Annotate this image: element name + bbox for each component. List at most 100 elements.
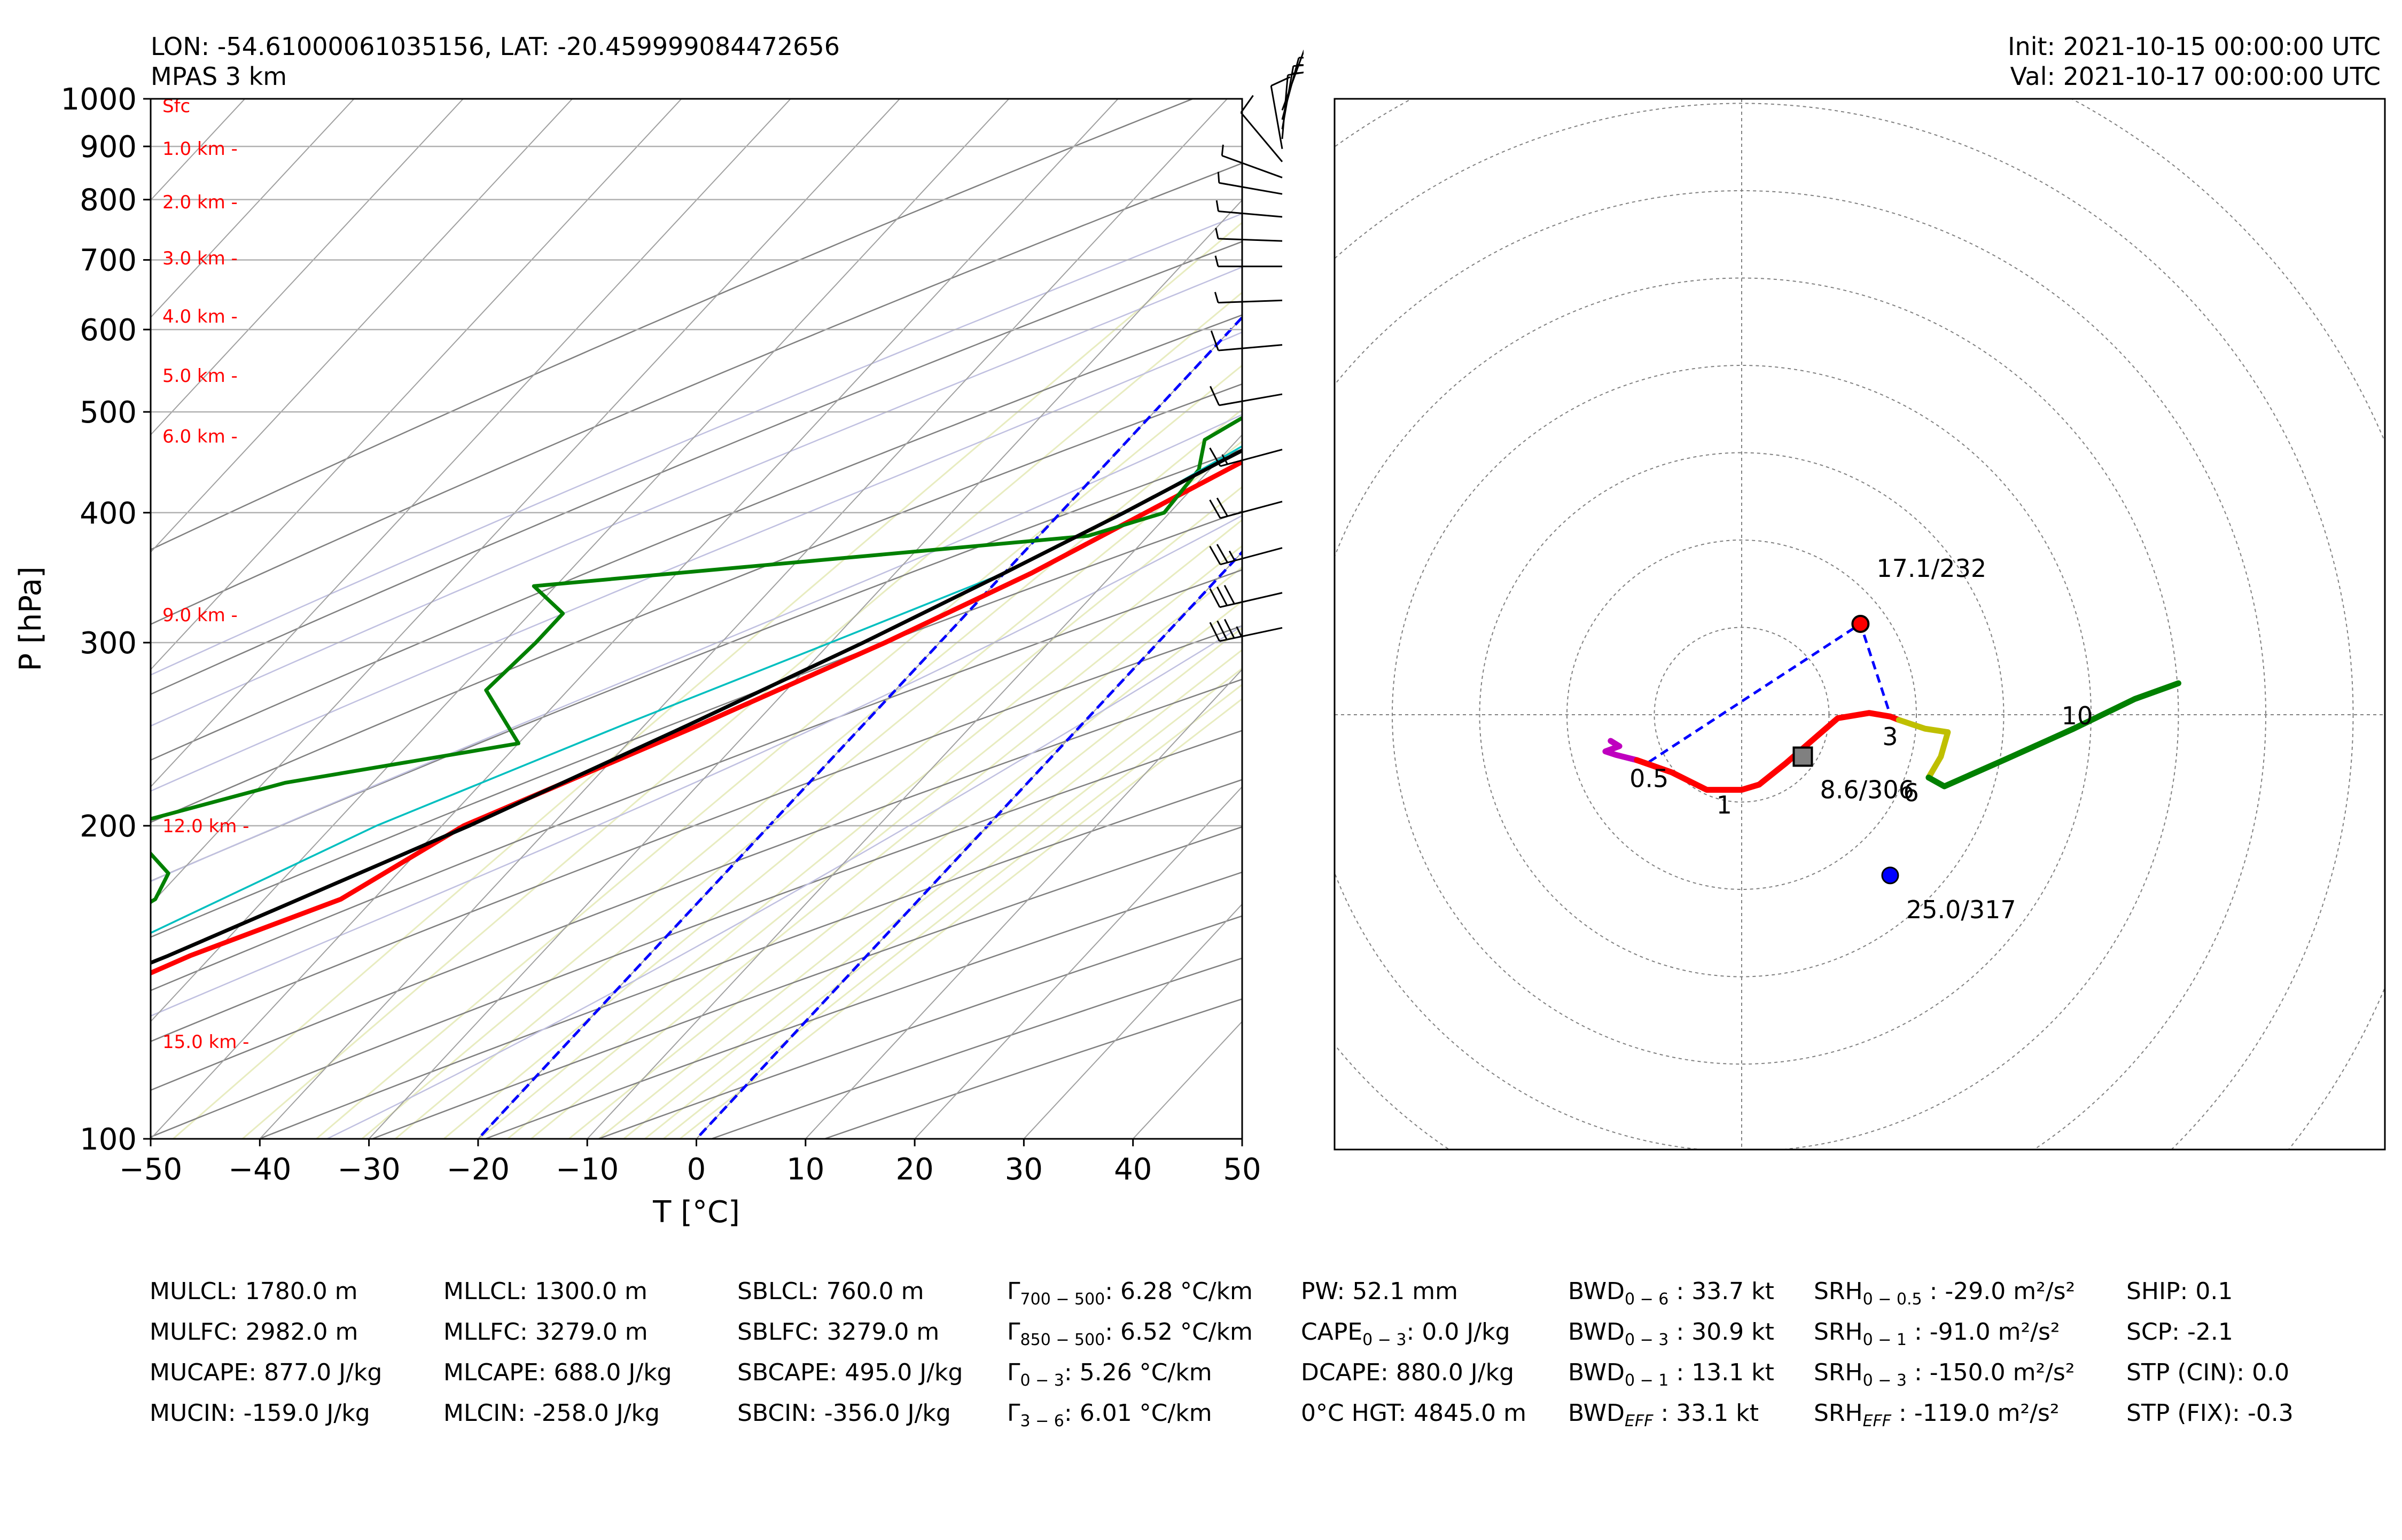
mixing-ratio-line: [361, 408, 1242, 1139]
mixing-ratio-line: [171, 221, 1242, 1139]
isotherm-line: [1241, 1138, 1242, 1139]
wind-barb-flag: [1216, 497, 1228, 517]
wind-barb-flag: [1240, 95, 1254, 113]
wind-barb-half-flag: [1228, 550, 1236, 561]
index-value: SRHEFF : -119.0 m²/s²: [1814, 1393, 2075, 1434]
x-tick-label: −40: [228, 1152, 291, 1187]
index-number: : -91.0 m²/s²: [1906, 1318, 2060, 1346]
wind-barb: [1270, 76, 1291, 150]
index-symbol: PW: [1301, 1278, 1337, 1305]
index-subscript: EFF: [1862, 1411, 1892, 1430]
x-tick-label: 20: [895, 1152, 933, 1187]
wind-barb-staff: [1220, 501, 1283, 519]
index-symbol: Γ: [1007, 1318, 1020, 1346]
mean-wind-marker: [1792, 746, 1813, 767]
wind-barb-staff: [1270, 85, 1283, 150]
dry-adiabat-line: [370, 826, 1242, 1139]
dry-adiabat-line: [151, 240, 1242, 695]
index-value: MLCAPE: 688.0 J/kg: [443, 1359, 672, 1386]
wind-barb-flag: [1209, 588, 1221, 608]
wind-barb-half-flag: [1217, 171, 1220, 183]
wind-barb: [1210, 330, 1283, 351]
index-symbol: SRH: [1814, 1400, 1863, 1427]
height-label: 9.0 km -: [162, 605, 238, 626]
wind-barb-half-flag: [1215, 228, 1219, 239]
mixing-ratio-line: [478, 519, 1242, 1139]
index-symbol: SRH: [1814, 1359, 1863, 1386]
wind-barb-flag: [1216, 620, 1228, 640]
dry-adiabat-line: [151, 99, 1195, 551]
index-value: SBLCL: 760.0 m: [737, 1278, 924, 1305]
wind-barb-staff: [1219, 393, 1283, 407]
x-tick-label: −10: [556, 1152, 619, 1187]
index-number: : 33.7 kt: [1668, 1278, 1774, 1305]
mixing-ratio-line: [597, 627, 1242, 1139]
wind-barb-half-flag: [1221, 454, 1228, 465]
index-symbol: CAPE: [1301, 1318, 1363, 1346]
indices-col-mu: MULCL: 1780.0 m MULFC: 2982.0 m MUCAPE: 87…: [150, 1271, 382, 1434]
isotherm-line: [1132, 1020, 1242, 1139]
isotherm-line: [259, 99, 1228, 1139]
index-symbol: Γ: [1007, 1359, 1020, 1386]
hodograph-segment-3-6km: [1896, 717, 1951, 781]
index-value: SCP: -2.1: [2126, 1318, 2233, 1346]
wind-barb-half-flag: [1214, 292, 1219, 303]
index-number: : 880.0 J/kg: [1381, 1359, 1515, 1386]
wind-barb-flag: [1209, 499, 1221, 519]
isotherm-line: [1023, 903, 1242, 1139]
index-subscript: 0 − 3: [1362, 1330, 1407, 1349]
mixing-ratio-line: [529, 566, 1242, 1139]
index-value: BWDEFF : 33.1 kt: [1568, 1393, 1774, 1434]
wind-barb-half-flag: [1214, 255, 1219, 267]
temperature-line: [151, 459, 1242, 976]
isotherm-line: [151, 99, 1119, 1139]
indices-table: MULCL: 1780.0 m MULFC: 2982.0 m MUCAPE: 87…: [150, 1271, 2367, 1442]
parcel-line: [151, 448, 1242, 965]
y-tick-label: 900: [80, 130, 137, 165]
index-value: Γ0 − 3: 5.26 °C/km: [1007, 1353, 1253, 1393]
isotherm-line: [151, 99, 901, 905]
mixing-ratio-line: [241, 291, 1242, 1139]
mixing-ratio-line: [315, 364, 1242, 1139]
index-symbol: SRH: [1814, 1318, 1863, 1346]
isotherm-line: [151, 99, 573, 553]
wind-barb-flag: [1288, 71, 1304, 76]
bunkers-left-marker: [1881, 866, 1899, 885]
index-value: SRH0 − 3 : -150.0 m²/s²: [1814, 1353, 2075, 1393]
height-label: 15.0 km -: [162, 1031, 249, 1053]
wind-barb-flag: [1216, 544, 1228, 563]
wind-barb-flag: [1210, 386, 1220, 406]
dry-adiabat-line: [151, 383, 1242, 823]
height-label: 3.0 km -: [162, 248, 238, 269]
index-value: MLCIN: -258.0 J/kg: [443, 1400, 660, 1427]
isotherm-dashed-line: [695, 550, 1242, 1139]
index-value: MLLCL: 1300.0 m: [443, 1278, 648, 1305]
x-tick-label: 50: [1223, 1152, 1261, 1187]
moist-adiabat-line: [326, 625, 1242, 1139]
mixing-ratio-line: [567, 600, 1242, 1139]
height-label: 12.0 km -: [162, 816, 249, 837]
location-label: LON: -54.61000061035156, LAT: -20.459999…: [151, 32, 840, 61]
index-value: DCAPE: 880.0 J/kg: [1301, 1353, 1526, 1393]
indices-col-ml: MLLCL: 1300.0 m MLLFC: 3279.0 m MLCAPE: 68…: [443, 1271, 672, 1434]
x-tick-label: 0: [687, 1152, 706, 1187]
wind-barb: [1214, 292, 1283, 304]
hodograph-ring: [1335, 277, 2179, 1150]
isotherm-line: [586, 434, 1242, 1139]
index-symbol: BWD: [1568, 1278, 1625, 1305]
dry-adiabat-line: [151, 730, 1242, 1138]
y-tick-label: 1000: [60, 82, 137, 117]
x-tick-label: 40: [1114, 1152, 1152, 1187]
bunkers-left-label: 25.0/317: [1906, 895, 2016, 924]
wind-barb-staff: [1220, 449, 1283, 467]
y-tick-label: 700: [80, 244, 137, 278]
wind-barb-flag: [1216, 587, 1228, 606]
mixing-ratio-line: [394, 440, 1242, 1139]
wind-barb-staff: [1218, 238, 1283, 242]
indices-col-composite: SHIP: 0.1 SCP: -2.1 STP (CIN): 0.0 STP (FIX…: [2126, 1271, 2294, 1434]
dry-adiabat-line: [257, 779, 1242, 1139]
bunkers-right-marker: [1851, 614, 1870, 633]
x-tick-label: −20: [447, 1152, 510, 1187]
index-subscript: 0 − 1: [1862, 1330, 1907, 1349]
isotherm-line: [151, 99, 1010, 1022]
